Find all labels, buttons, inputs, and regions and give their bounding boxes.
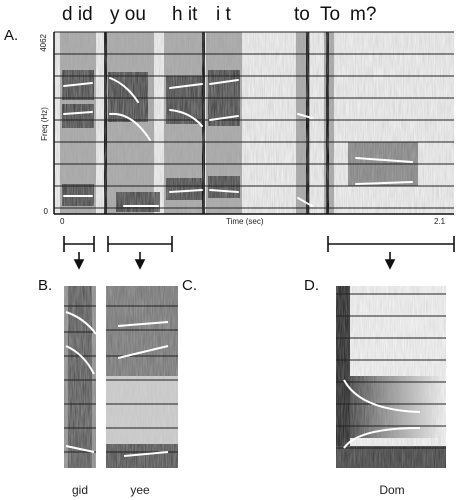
zoom-brackets xyxy=(63,236,455,270)
panel-label-a: A. xyxy=(4,27,18,44)
word-tom: To xyxy=(320,4,340,25)
word-it: i t xyxy=(216,4,232,25)
y-tick-bottom: 0 xyxy=(44,207,49,216)
caption-gid: gid xyxy=(72,483,88,497)
panel-label-b: B. xyxy=(38,277,52,294)
y-axis-label: Freq (Hz) xyxy=(40,107,49,141)
spectrogram-d xyxy=(336,286,446,468)
x-axis-label: Time (sec) xyxy=(226,217,264,226)
panel-label-c: C. xyxy=(182,277,197,294)
spectrogram-c xyxy=(106,286,178,468)
x-tick-left: 0 xyxy=(60,217,65,226)
word-m: m? xyxy=(350,4,376,25)
word-labels: d id y ou h it i t to To m? xyxy=(62,4,376,25)
word-you: y ou xyxy=(110,4,146,25)
word-did: d id xyxy=(62,4,93,25)
panel-label-d: D. xyxy=(304,277,319,294)
word-hit: h it xyxy=(172,4,198,25)
caption-dom: Dom xyxy=(379,483,404,497)
word-to: to xyxy=(294,4,310,25)
caption-yee: yee xyxy=(130,483,150,497)
spectrogram-a: 4062 0 Freq (Hz) 0 Time (sec) 2.1 xyxy=(39,31,454,226)
spectrogram-b xyxy=(64,286,97,468)
y-tick-top: 4062 xyxy=(39,33,48,51)
x-tick-right: 2.1 xyxy=(434,217,446,226)
